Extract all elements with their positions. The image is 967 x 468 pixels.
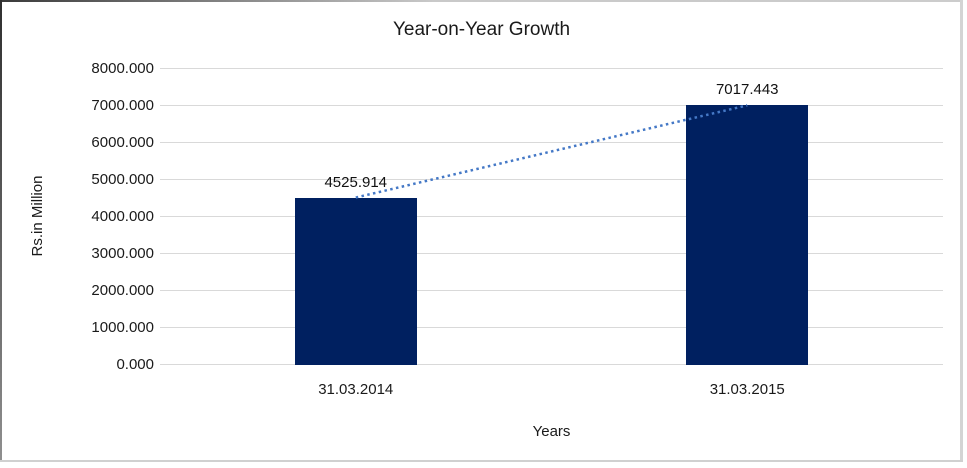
y-axis-tick-label: 3000.000 xyxy=(91,245,154,262)
x-axis-tick-label: 31.03.2014 xyxy=(318,381,394,398)
data-label: 4525.914 xyxy=(324,173,388,191)
y-axis-tick-label: 1000.000 xyxy=(91,319,154,336)
bar-31.03.2014 xyxy=(294,197,417,365)
gridline xyxy=(160,68,943,69)
chart-border-right xyxy=(960,0,963,462)
gridline xyxy=(160,364,943,365)
trendline xyxy=(355,104,748,199)
y-axis-tick-label: 5000.000 xyxy=(91,171,154,188)
y-axis-tick-label: 0.000 xyxy=(116,356,154,373)
x-axis-tick-label: 31.03.2015 xyxy=(709,381,785,398)
y-axis-tick-label: 8000.000 xyxy=(91,60,154,77)
y-axis-tick-label: 2000.000 xyxy=(91,282,154,299)
y-axis-tick-label: 7000.000 xyxy=(91,97,154,114)
gridline xyxy=(160,105,943,106)
y-axis-tick-label: 4000.000 xyxy=(91,208,154,225)
chart-border-left xyxy=(0,0,2,462)
chart-border-bottom xyxy=(0,460,963,462)
gridline xyxy=(160,253,943,254)
gridline xyxy=(160,179,943,180)
gridline xyxy=(160,327,943,328)
data-label: 7017.443 xyxy=(715,81,779,99)
gridline xyxy=(160,216,943,217)
gridline xyxy=(160,142,943,143)
chart-title: Year-on-Year Growth xyxy=(392,19,571,40)
x-axis-title: Years xyxy=(532,423,571,440)
chart-border-top xyxy=(0,0,963,2)
bar-31.03.2015 xyxy=(686,105,809,365)
y-axis-tick-label: 6000.000 xyxy=(91,134,154,151)
gridline xyxy=(160,290,943,291)
